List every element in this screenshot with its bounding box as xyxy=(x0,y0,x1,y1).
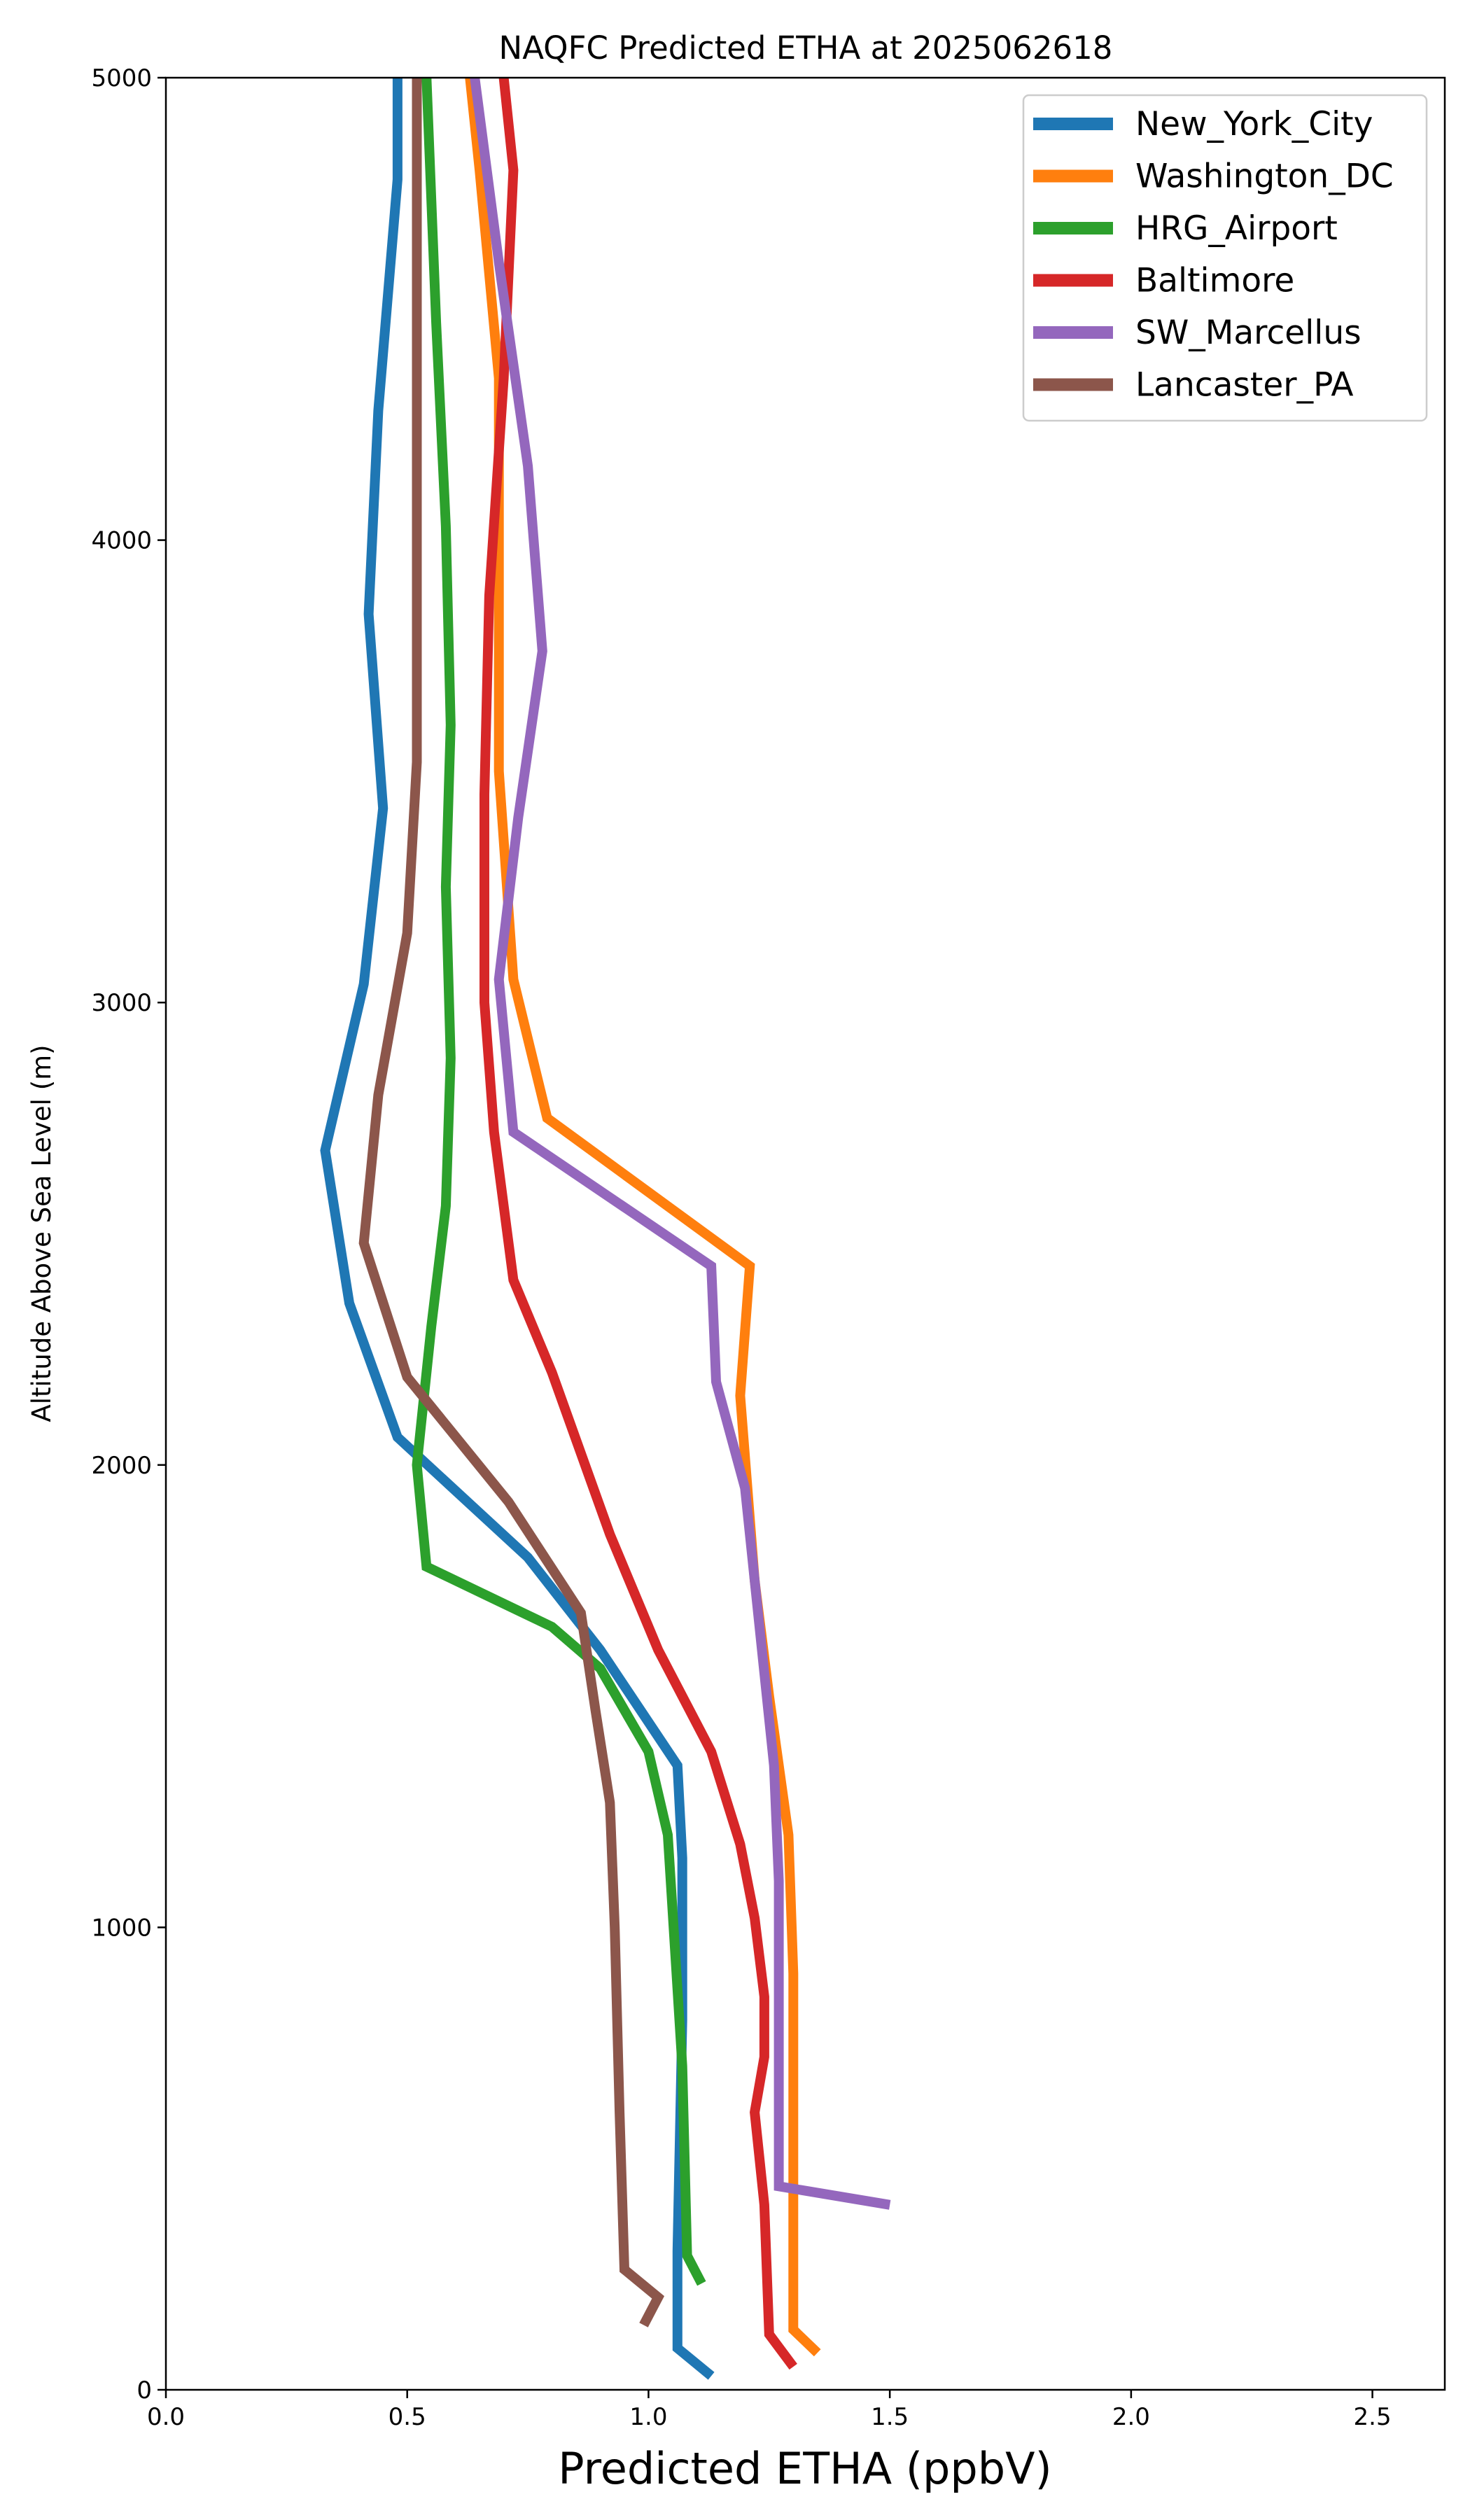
legend-label: HRG_Airport xyxy=(1135,209,1338,248)
x-tick-label: 1.0 xyxy=(629,2403,667,2431)
legend-entries: New_York_City Washington_DC HRG_Airport Bal… xyxy=(1033,105,1394,405)
y-tick-label: 5000 xyxy=(91,64,152,92)
x-tick-label: 0.0 xyxy=(147,2403,185,2431)
series-line-lancaster-pa xyxy=(358,78,665,2328)
series-line-hrg-airport xyxy=(412,77,706,2286)
legend: New_York_City Washington_DC HRG_Airport Bal… xyxy=(1022,94,1428,422)
axes-frame xyxy=(164,76,1446,2391)
y-tick-label: 4000 xyxy=(91,527,152,555)
x-tick-label: 2.0 xyxy=(1112,2403,1150,2431)
x-tick-label: 0.5 xyxy=(388,2403,426,2431)
series-line-sw-marcellus xyxy=(470,77,891,2210)
x-axis-ticks: 0.0 0.5 1.0 1.5 2.0 2.5 xyxy=(147,2390,1392,2431)
legend-label: Lancaster_PA xyxy=(1135,366,1354,405)
y-tick-label: 2000 xyxy=(91,1452,152,1480)
legend-label: Washington_DC xyxy=(1135,158,1394,196)
legend-label: New_York_City xyxy=(1135,105,1373,144)
y-axis-label: Altitude Above Sea Level (m) xyxy=(27,1044,57,1422)
legend-label: Baltimore xyxy=(1135,262,1294,300)
series-line-baltimore xyxy=(479,77,797,2370)
y-tick-label: 1000 xyxy=(91,1914,152,1942)
plot-series xyxy=(320,77,891,2380)
legend-box xyxy=(1022,94,1428,422)
y-axis-ticks: 0 1000 2000 3000 4000 5000 xyxy=(91,64,166,2404)
x-axis-label: Predicted ETHA (ppbV) xyxy=(558,2443,1051,2494)
x-tick-label: 1.5 xyxy=(871,2403,909,2431)
legend-label: SW_Marcellus xyxy=(1135,314,1362,352)
x-tick-label: 2.5 xyxy=(1354,2403,1392,2431)
y-tick-label: 0 xyxy=(136,2376,152,2404)
y-tick-label: 3000 xyxy=(91,989,152,1017)
chart-title: NAQFC Predicted ETHA at 2025062618 xyxy=(499,29,1113,66)
